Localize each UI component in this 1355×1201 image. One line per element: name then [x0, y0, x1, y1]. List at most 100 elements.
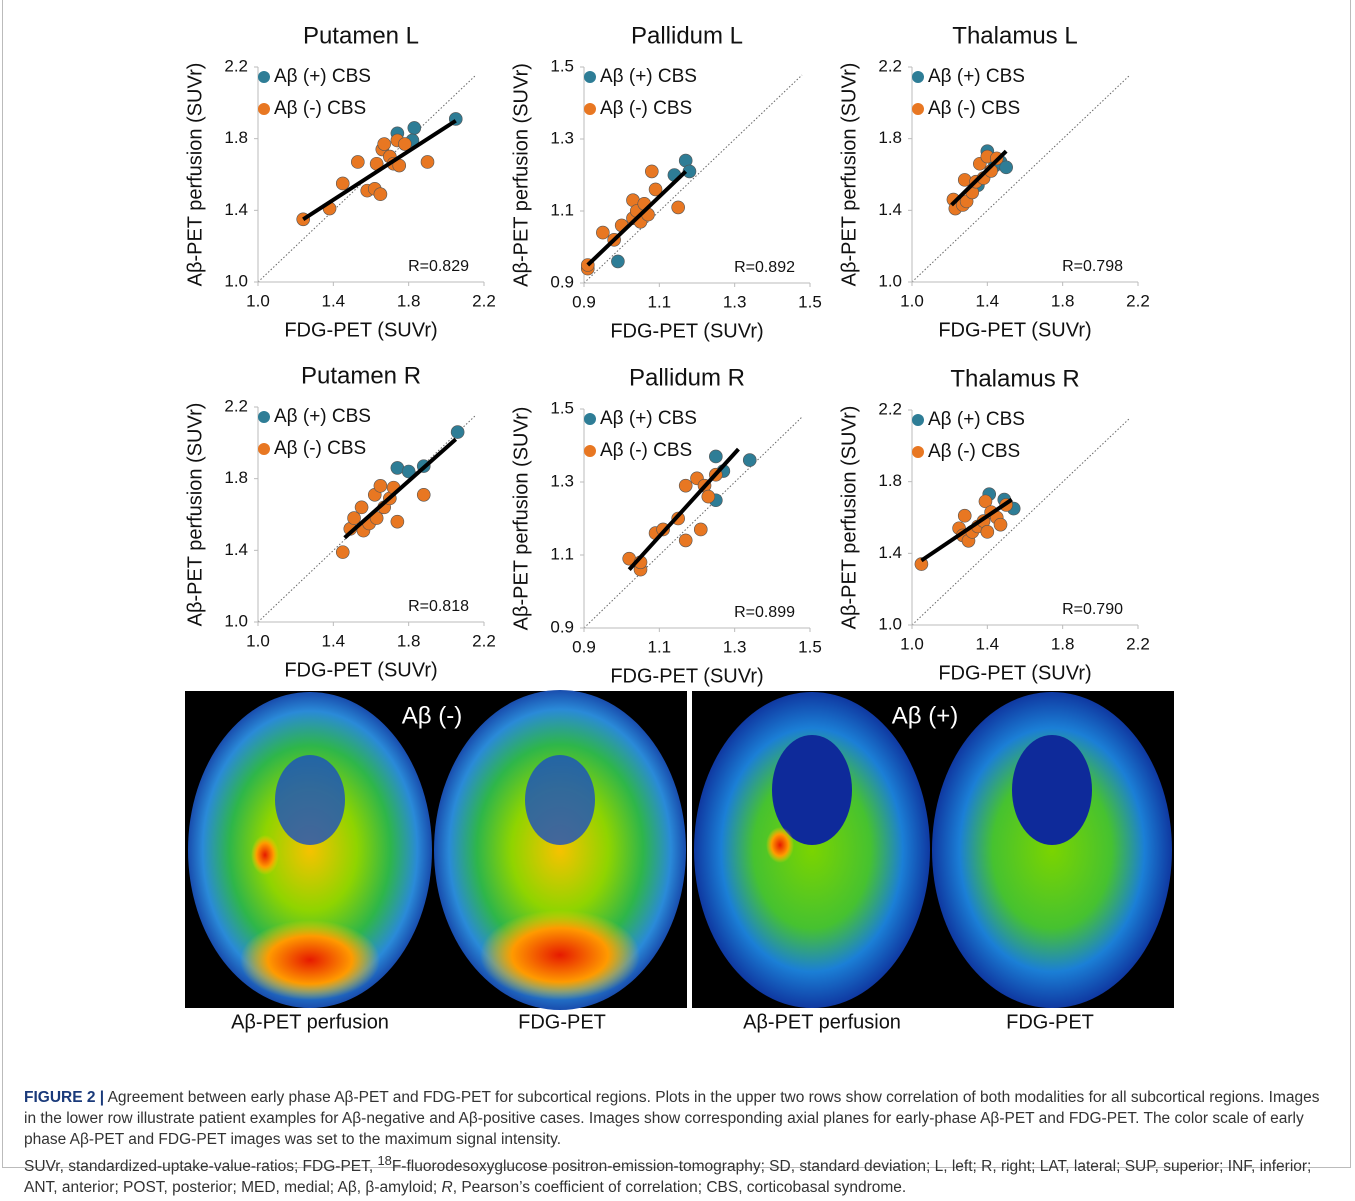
correlation-label: R=0.818 — [408, 598, 469, 615]
y-tick-label: 1.0 — [224, 271, 248, 290]
y-tick-label: 1.5 — [550, 56, 574, 75]
y-tick-label: 2.2 — [878, 56, 902, 75]
data-point — [391, 461, 404, 474]
scatter-chart: Thalamus RAβ-PET perfusion (SUVr)FDG-PET… — [838, 365, 1150, 684]
data-point — [679, 534, 692, 547]
x-tick-label: 1.5 — [798, 637, 822, 656]
x-axis-label: FDG-PET (SUVr) — [938, 319, 1091, 341]
data-point — [679, 479, 692, 492]
x-tick-label: 0.9 — [572, 637, 596, 656]
data-point — [336, 546, 349, 559]
legend-marker — [584, 413, 596, 425]
ventricle — [525, 755, 595, 845]
y-tick-label: 0.9 — [550, 617, 574, 636]
image-caption: FDG-PET — [518, 1011, 606, 1033]
legend-label: Aβ (-) CBS — [274, 438, 366, 459]
y-tick-label: 2.2 — [224, 56, 248, 75]
data-point — [355, 501, 368, 514]
x-tick-label: 0.9 — [572, 292, 596, 311]
x-tick-label: 1.1 — [648, 637, 672, 656]
y-axis-label: Aβ-PET perfusion (SUVr) — [184, 63, 206, 287]
x-tick-label: 1.8 — [397, 291, 421, 310]
data-point — [611, 255, 624, 268]
correlation-label: R=0.790 — [1062, 601, 1123, 618]
x-tick-label: 1.0 — [246, 631, 270, 650]
x-tick-label: 1.3 — [723, 637, 747, 656]
y-tick-label: 1.4 — [878, 200, 902, 219]
y-axis-label: Aβ-PET perfusion (SUVr) — [510, 63, 532, 287]
caption-abbreviations: SUVr, standardized-uptake-value-ratios; … — [24, 1150, 1334, 1198]
data-point — [451, 426, 464, 439]
hot-spot — [480, 910, 640, 1000]
figure: Aβ (-) Aβ (+) Aβ-PET perfusion FDG-PET A… — [0, 0, 1355, 1075]
data-point — [421, 155, 434, 168]
y-tick-label: 1.8 — [878, 471, 902, 490]
x-tick-label: 1.4 — [322, 291, 346, 310]
x-tick-label: 1.5 — [798, 292, 822, 311]
data-point — [702, 490, 715, 503]
data-point — [378, 138, 391, 151]
caption-text: SUVr, standardized-uptake-value-ratios; … — [24, 1158, 377, 1175]
x-axis-label: FDG-PET (SUVr) — [610, 320, 763, 342]
legend-marker — [584, 103, 596, 115]
data-point — [596, 226, 609, 239]
x-tick-label: 2.2 — [472, 631, 496, 650]
data-point — [709, 450, 722, 463]
data-point — [336, 177, 349, 190]
x-axis-label: FDG-PET (SUVr) — [938, 662, 1091, 684]
legend-label: Aβ (+) CBS — [600, 66, 697, 87]
image-group-label: Aβ (-) — [402, 702, 462, 729]
y-tick-label: 2.2 — [224, 396, 248, 415]
chart-title: Pallidum L — [631, 22, 743, 49]
caption-main: FIGURE 2 | Agreement between early phase… — [24, 1087, 1334, 1150]
scatter-chart: Pallidum RAβ-PET perfusion (SUVr)FDG-PET… — [510, 364, 822, 687]
data-point — [391, 515, 404, 528]
x-axis-label: FDG-PET (SUVr) — [610, 665, 763, 687]
image-caption: Aβ-PET perfusion — [743, 1011, 901, 1033]
legend-marker — [912, 446, 924, 458]
figure-caption: FIGURE 2 | Agreement between early phase… — [24, 1087, 1334, 1198]
chart-title: Putamen L — [303, 22, 419, 49]
correlation-label: R=0.899 — [734, 604, 795, 621]
data-point — [672, 201, 685, 214]
x-tick-label: 1.4 — [976, 291, 1000, 310]
data-point — [958, 509, 971, 522]
correlation-label: R=0.829 — [408, 258, 469, 275]
image-caption: Aβ-PET perfusion — [231, 1011, 389, 1033]
x-axis-label: FDG-PET (SUVr) — [284, 659, 437, 681]
chart-title: Thalamus R — [950, 365, 1079, 392]
caption-label: FIGURE 2 | — [24, 1089, 104, 1106]
pet-images: Aβ (-) Aβ (+) Aβ-PET perfusion FDG-PET A… — [185, 690, 1174, 1033]
legend-marker — [258, 443, 270, 455]
data-point — [417, 488, 430, 501]
data-point — [374, 479, 387, 492]
y-tick-label: 1.4 — [224, 540, 248, 559]
x-axis-label: FDG-PET (SUVr) — [284, 319, 437, 341]
ventricle — [1012, 735, 1092, 845]
legend-marker — [584, 445, 596, 457]
correlation-label: R=0.798 — [1062, 258, 1123, 275]
x-tick-label: 1.1 — [648, 292, 672, 311]
y-tick-label: 1.5 — [550, 398, 574, 417]
y-tick-label: 1.3 — [550, 471, 574, 490]
x-tick-label: 1.3 — [723, 292, 747, 311]
legend-label: Aβ (+) CBS — [928, 66, 1025, 87]
x-tick-label: 1.4 — [976, 634, 1000, 653]
y-tick-label: 1.8 — [878, 128, 902, 147]
scatter-chart: Pallidum L Aβ-PET perfusion (SUVr) FDG-PET… — [510, 22, 822, 342]
data-point — [694, 523, 707, 536]
fit-line — [303, 121, 456, 220]
x-tick-label: 1.8 — [1051, 291, 1075, 310]
y-axis-label: Aβ-PET perfusion (SUVr) — [510, 407, 532, 631]
legend-label: Aβ (-) CBS — [928, 98, 1020, 119]
legend-label: Aβ (+) CBS — [928, 409, 1025, 430]
chart-title: Thalamus L — [952, 22, 1077, 49]
ventricle — [275, 755, 345, 845]
legend-label: Aβ (-) CBS — [928, 441, 1020, 462]
correlation-label: R=0.892 — [734, 259, 795, 276]
y-tick-label: 1.8 — [224, 468, 248, 487]
y-tick-label: 1.8 — [224, 128, 248, 147]
scatter-chart: Thalamus LAβ-PET perfusion (SUVr)FDG-PET… — [838, 22, 1150, 341]
legend-label: Aβ (-) CBS — [274, 98, 366, 119]
data-point — [743, 454, 756, 467]
